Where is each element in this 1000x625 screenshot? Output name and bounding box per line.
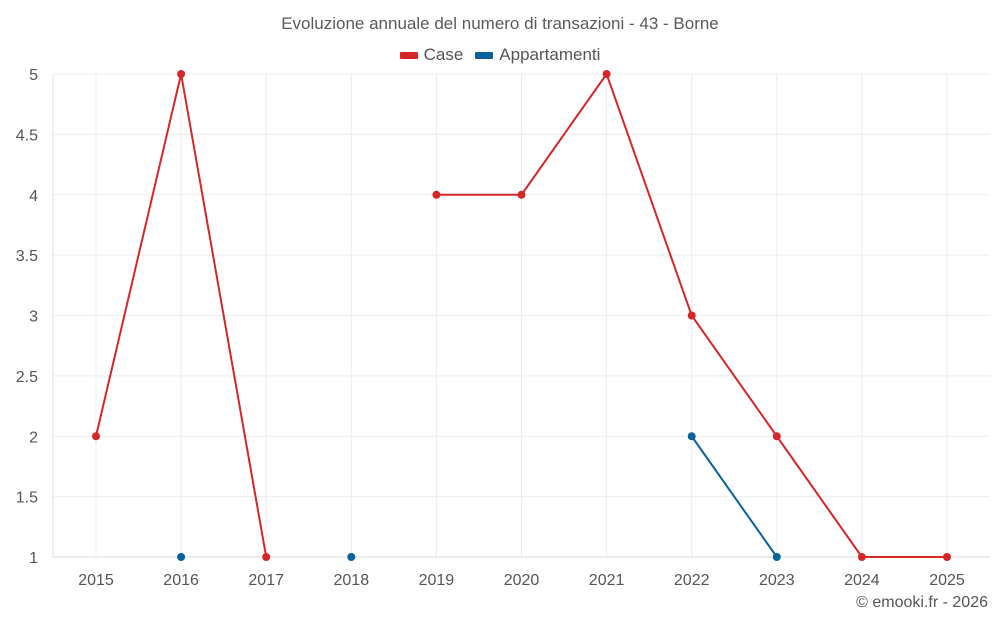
- y-tick-label: 2: [29, 429, 38, 446]
- x-tick-label: 2023: [759, 572, 795, 589]
- y-tick-label: 1: [29, 550, 38, 567]
- x-tick-label: 2019: [419, 572, 455, 589]
- y-tick-label: 3: [29, 309, 38, 326]
- data-point-appartamenti: [347, 553, 356, 561]
- data-point-appartamenti: [687, 432, 696, 441]
- y-tick-label: 4.5: [16, 127, 38, 144]
- legend-label-appartamenti: Appartamenti: [499, 45, 601, 64]
- legend-item-appartamenti[interactable]: Appartamenti: [475, 45, 600, 65]
- series-line-appartamenti: [690, 435, 778, 558]
- chart-title: Evoluzione annuale del numero di transaz…: [281, 14, 719, 33]
- data-point-case: [177, 70, 186, 78]
- y-tick-label: 4: [29, 188, 38, 205]
- legend-swatch-case: [399, 51, 418, 59]
- data-point-case: [92, 432, 100, 441]
- credit-text: © emooki.fr - 2026: [856, 594, 988, 611]
- data-point-case: [262, 553, 271, 561]
- data-point-appartamenti: [177, 553, 186, 561]
- legend-item-case[interactable]: Case: [399, 45, 464, 65]
- data-point-case: [943, 553, 951, 561]
- x-tick-label: 2022: [674, 572, 710, 589]
- x-tick-label: 2015: [78, 572, 114, 589]
- x-tick-label: 2020: [504, 572, 540, 589]
- legend: Case Appartamenti: [0, 45, 1000, 65]
- x-tick-label: 2021: [589, 572, 625, 589]
- data-point-case: [432, 190, 441, 199]
- y-tick-label: 3.5: [16, 248, 38, 265]
- y-tick-label: 2.5: [16, 369, 38, 386]
- x-tick-label: 2017: [248, 572, 284, 589]
- data-point-case: [772, 432, 781, 441]
- data-point-case: [602, 70, 611, 78]
- data-point-appartamenti: [772, 553, 781, 561]
- y-tick-label: 1.5: [16, 490, 38, 507]
- legend-swatch-appartamenti: [475, 51, 494, 59]
- legend-label-case: Case: [423, 45, 464, 64]
- x-tick-label: 2016: [163, 572, 199, 589]
- x-tick-label: 2025: [929, 572, 965, 589]
- x-tick-label: 2024: [844, 572, 880, 589]
- y-tick-label: 5: [29, 67, 38, 84]
- x-tick-label: 2018: [334, 572, 370, 589]
- data-point-case: [517, 190, 526, 199]
- data-point-case: [687, 311, 696, 320]
- data-point-case: [857, 553, 866, 561]
